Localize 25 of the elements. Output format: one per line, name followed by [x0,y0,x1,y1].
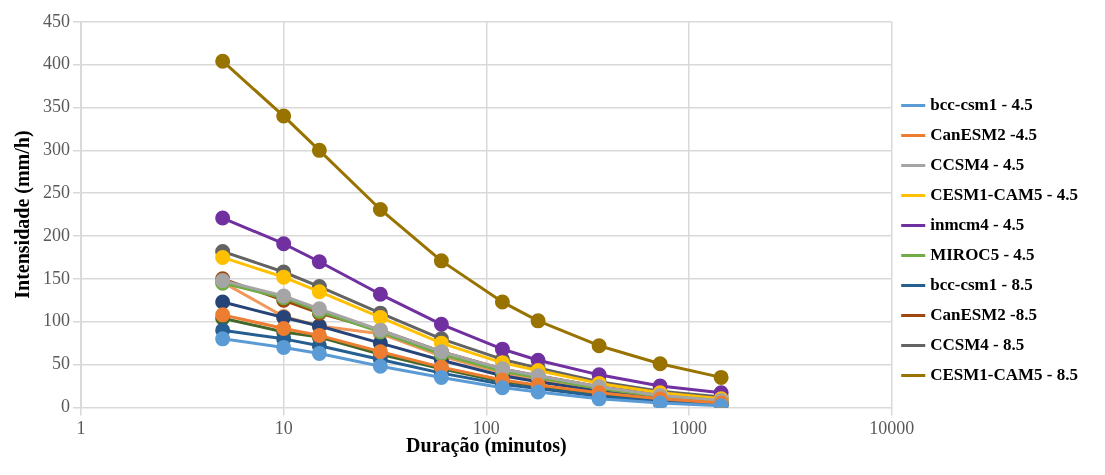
legend-label: CanESM2 -8.5 [930,304,1037,324]
legend-label: inmcm4 - 4.5 [930,214,1025,234]
legend-label: bcc-csm1 - 8.5 [930,274,1033,294]
y-tick-label: 0 [61,396,70,417]
legend-label: CCSM4 - 4.5 [930,154,1025,174]
x-tick-label: 10000 [869,417,915,438]
y-tick-label: 200 [43,224,70,245]
y-tick-label: 350 [43,96,70,117]
legend-label: MIROC5 - 4.5 [930,244,1035,264]
y-tick-label: 150 [43,267,70,288]
legend-label: CanESM2 -4.5 [930,124,1037,144]
x-tick-label: 1 [76,417,86,438]
legend-label: CCSM4 - 8.5 [930,334,1025,354]
y-tick-label: 100 [43,310,70,331]
x-tick-label: 1000 [671,417,708,438]
legend-label: CESM1-CAM5 - 4.5 [930,184,1079,204]
x-tick-label: 10 [274,417,293,438]
y-tick-label: 50 [52,353,70,374]
y-tick-label: 250 [43,181,70,202]
y-tick-label: 450 [43,10,70,31]
y-tick-label: 400 [43,53,70,74]
legend-label: bcc-csm1 - 4.5 [930,94,1033,114]
y-tick-label: 300 [43,139,70,160]
legend-label: CESM1-CAM5 - 8.5 [930,364,1079,384]
y-axis-title: Intensidade (mm/h) [11,130,35,299]
